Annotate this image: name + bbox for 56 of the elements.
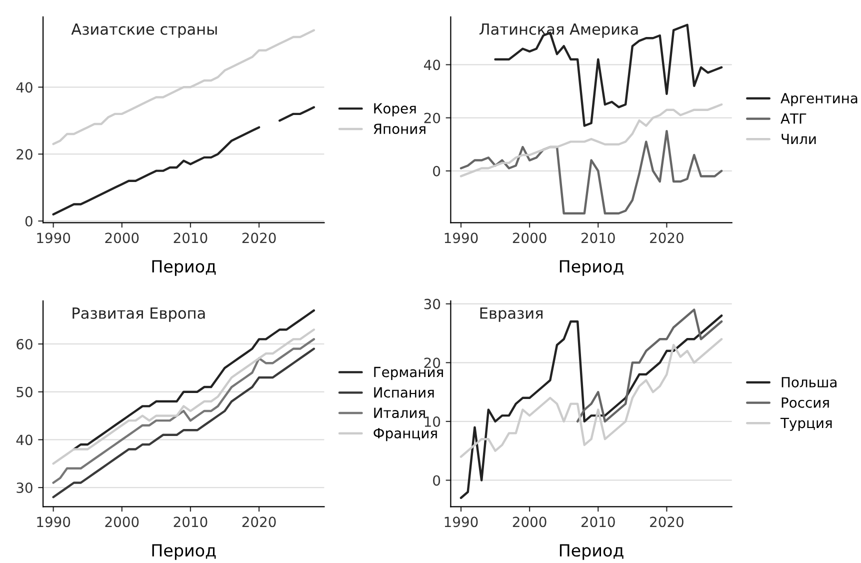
x-tick-label: 1990	[37, 516, 70, 528]
line-series	[460, 130, 723, 215]
x-tick-label: 2010	[174, 516, 208, 528]
y-tick-label: 10	[424, 416, 440, 427]
legend-label: Турция	[780, 418, 832, 431]
legend-label: Россия	[782, 398, 829, 408]
x-tick-label: 1990	[444, 232, 478, 244]
x-axis-title: Период	[152, 260, 216, 276]
x-tick-label: 1990	[37, 232, 70, 244]
legend-label: Испания	[374, 387, 434, 398]
legend-label: Чили	[782, 134, 816, 144]
legend-label: Италия	[374, 408, 425, 418]
legend-label: АТГ	[780, 114, 806, 124]
y-tick-label: 20	[424, 112, 440, 124]
x-tick-label: 2000	[105, 232, 139, 244]
x-axis-title: Период	[152, 544, 216, 560]
line-series	[460, 338, 723, 458]
y-tick-label: 0	[25, 216, 32, 226]
legend-label: Германия	[374, 366, 443, 380]
line-series	[576, 308, 723, 423]
line-series	[72, 309, 316, 450]
legend-label: Япония	[374, 124, 426, 134]
legend-label: Франция	[374, 428, 437, 442]
x-tick-label: 2020	[242, 516, 276, 528]
legend-label: Польша	[782, 377, 836, 388]
x-tick-label: 2020	[242, 232, 276, 244]
y-tick-label: 50	[16, 386, 32, 398]
chart-title: Латинская Америка	[479, 24, 638, 38]
y-tick-label: 40	[424, 60, 440, 70]
y-tick-label: 30	[424, 298, 440, 310]
chart-title: Евразия	[480, 308, 542, 322]
y-tick-label: 40	[16, 434, 32, 446]
y-tick-label: 20	[16, 149, 32, 160]
x-axis-title: Период	[560, 260, 624, 276]
x-tick-label: 2010	[581, 232, 615, 244]
x-tick-label: 2020	[650, 516, 684, 528]
y-tick-label: 20	[424, 358, 440, 368]
y-tick-label: 0	[433, 475, 440, 486]
x-tick-label: 2000	[512, 516, 546, 528]
x-tick-label: 2000	[512, 232, 546, 244]
y-tick-label: 40	[16, 82, 32, 93]
x-axis-title: Период	[560, 544, 624, 560]
x-tick-label: 2010	[581, 516, 615, 528]
line-series	[460, 103, 723, 178]
y-tick-label: 0	[433, 166, 440, 176]
legend-label: Аргентина	[780, 93, 858, 106]
y-tick-label: 30	[16, 482, 32, 494]
chart-title: Азиатские страны	[71, 24, 217, 38]
x-tick-label: 2010	[174, 232, 208, 244]
legend-label: Корея	[374, 103, 416, 116]
x-tick-label: 2000	[105, 516, 139, 528]
x-tick-label: 2020	[650, 232, 684, 244]
chart-title: Развитая Европа	[72, 308, 205, 322]
line-series	[52, 328, 316, 465]
x-tick-label: 1990	[444, 516, 478, 528]
y-tick-label: 60	[16, 338, 32, 350]
